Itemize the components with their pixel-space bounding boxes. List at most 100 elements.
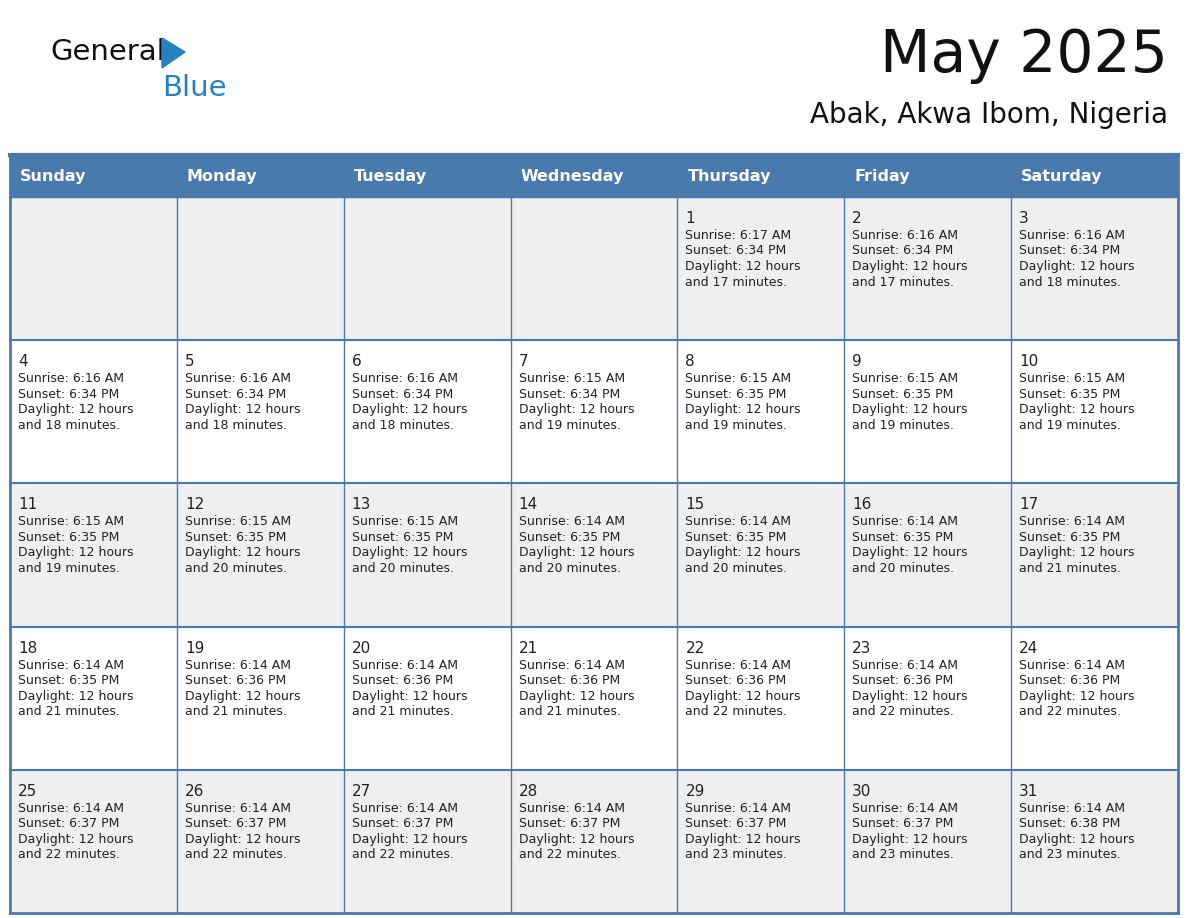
Text: Daylight: 12 hours: Daylight: 12 hours: [18, 403, 133, 416]
Text: Sunrise: 6:14 AM: Sunrise: 6:14 AM: [685, 658, 791, 672]
Text: Daylight: 12 hours: Daylight: 12 hours: [1019, 546, 1135, 559]
Text: and 21 minutes.: and 21 minutes.: [352, 705, 454, 718]
Text: 5: 5: [185, 354, 195, 369]
Text: Sunset: 6:34 PM: Sunset: 6:34 PM: [352, 387, 453, 400]
Text: Sunset: 6:37 PM: Sunset: 6:37 PM: [519, 817, 620, 830]
Text: and 22 minutes.: and 22 minutes.: [1019, 705, 1121, 718]
Text: General: General: [50, 38, 165, 66]
Text: 8: 8: [685, 354, 695, 369]
Text: and 18 minutes.: and 18 minutes.: [1019, 275, 1121, 288]
Text: Sunset: 6:36 PM: Sunset: 6:36 PM: [852, 674, 954, 687]
Text: Friday: Friday: [854, 169, 910, 184]
Text: Daylight: 12 hours: Daylight: 12 hours: [852, 546, 968, 559]
Text: and 17 minutes.: and 17 minutes.: [852, 275, 954, 288]
Bar: [511, 155, 677, 197]
Text: and 20 minutes.: and 20 minutes.: [185, 562, 286, 575]
Text: Sunrise: 6:15 AM: Sunrise: 6:15 AM: [519, 372, 625, 386]
Text: Sunset: 6:35 PM: Sunset: 6:35 PM: [18, 531, 119, 543]
Text: Sunrise: 6:15 AM: Sunrise: 6:15 AM: [685, 372, 791, 386]
Text: 15: 15: [685, 498, 704, 512]
Bar: [343, 155, 511, 197]
Text: and 19 minutes.: and 19 minutes.: [519, 419, 620, 431]
Text: and 22 minutes.: and 22 minutes.: [852, 705, 954, 718]
Text: 31: 31: [1019, 784, 1038, 799]
Text: 6: 6: [352, 354, 361, 369]
Text: 2: 2: [852, 211, 862, 226]
Text: Sunday: Sunday: [20, 169, 87, 184]
Text: Daylight: 12 hours: Daylight: 12 hours: [519, 689, 634, 702]
Bar: [177, 155, 343, 197]
Text: Sunset: 6:34 PM: Sunset: 6:34 PM: [18, 387, 119, 400]
Text: Sunset: 6:35 PM: Sunset: 6:35 PM: [352, 531, 453, 543]
Text: Sunset: 6:36 PM: Sunset: 6:36 PM: [519, 674, 620, 687]
Text: Sunset: 6:36 PM: Sunset: 6:36 PM: [685, 674, 786, 687]
Text: Sunset: 6:34 PM: Sunset: 6:34 PM: [519, 387, 620, 400]
Text: Sunset: 6:37 PM: Sunset: 6:37 PM: [352, 817, 453, 830]
Text: Sunset: 6:34 PM: Sunset: 6:34 PM: [852, 244, 954, 258]
Text: Sunrise: 6:14 AM: Sunrise: 6:14 AM: [852, 515, 959, 529]
Text: Sunrise: 6:16 AM: Sunrise: 6:16 AM: [18, 372, 124, 386]
Text: Daylight: 12 hours: Daylight: 12 hours: [18, 546, 133, 559]
Text: Tuesday: Tuesday: [354, 169, 426, 184]
Text: and 21 minutes.: and 21 minutes.: [18, 705, 120, 718]
Text: Daylight: 12 hours: Daylight: 12 hours: [519, 403, 634, 416]
Text: Sunset: 6:37 PM: Sunset: 6:37 PM: [685, 817, 786, 830]
Text: Sunrise: 6:15 AM: Sunrise: 6:15 AM: [185, 515, 291, 529]
Text: Sunrise: 6:14 AM: Sunrise: 6:14 AM: [185, 801, 291, 815]
Text: Sunrise: 6:15 AM: Sunrise: 6:15 AM: [852, 372, 959, 386]
Text: Daylight: 12 hours: Daylight: 12 hours: [352, 833, 467, 845]
Text: and 22 minutes.: and 22 minutes.: [519, 848, 620, 861]
Text: 11: 11: [18, 498, 37, 512]
Text: 16: 16: [852, 498, 872, 512]
Text: Sunset: 6:37 PM: Sunset: 6:37 PM: [185, 817, 286, 830]
Text: and 22 minutes.: and 22 minutes.: [185, 848, 286, 861]
Text: Daylight: 12 hours: Daylight: 12 hours: [519, 546, 634, 559]
Text: Sunset: 6:35 PM: Sunset: 6:35 PM: [18, 674, 119, 687]
Text: and 22 minutes.: and 22 minutes.: [18, 848, 120, 861]
Text: Sunrise: 6:14 AM: Sunrise: 6:14 AM: [852, 658, 959, 672]
Text: Wednesday: Wednesday: [520, 169, 624, 184]
Text: Daylight: 12 hours: Daylight: 12 hours: [1019, 403, 1135, 416]
Text: Sunset: 6:34 PM: Sunset: 6:34 PM: [1019, 244, 1120, 258]
Text: Sunset: 6:35 PM: Sunset: 6:35 PM: [685, 387, 786, 400]
Text: Sunset: 6:35 PM: Sunset: 6:35 PM: [852, 387, 954, 400]
Text: 26: 26: [185, 784, 204, 799]
Text: Sunset: 6:35 PM: Sunset: 6:35 PM: [1019, 387, 1120, 400]
Text: Sunrise: 6:16 AM: Sunrise: 6:16 AM: [185, 372, 291, 386]
Text: and 23 minutes.: and 23 minutes.: [852, 848, 954, 861]
Text: May 2025: May 2025: [880, 27, 1168, 84]
Text: 20: 20: [352, 641, 371, 655]
Text: 10: 10: [1019, 354, 1038, 369]
Text: Daylight: 12 hours: Daylight: 12 hours: [185, 689, 301, 702]
Text: and 18 minutes.: and 18 minutes.: [185, 419, 286, 431]
Text: and 19 minutes.: and 19 minutes.: [18, 562, 120, 575]
Text: Sunrise: 6:14 AM: Sunrise: 6:14 AM: [852, 801, 959, 815]
Bar: [10, 484, 1178, 627]
Text: Daylight: 12 hours: Daylight: 12 hours: [519, 833, 634, 845]
Text: Sunset: 6:38 PM: Sunset: 6:38 PM: [1019, 817, 1120, 830]
Text: and 19 minutes.: and 19 minutes.: [685, 419, 788, 431]
Text: and 19 minutes.: and 19 minutes.: [852, 419, 954, 431]
Text: Sunrise: 6:14 AM: Sunrise: 6:14 AM: [185, 658, 291, 672]
Bar: [10, 155, 177, 197]
Text: and 18 minutes.: and 18 minutes.: [18, 419, 120, 431]
Text: 1: 1: [685, 211, 695, 226]
Text: 28: 28: [519, 784, 538, 799]
Text: Daylight: 12 hours: Daylight: 12 hours: [852, 403, 968, 416]
Text: Daylight: 12 hours: Daylight: 12 hours: [1019, 689, 1135, 702]
Text: 21: 21: [519, 641, 538, 655]
Text: Saturday: Saturday: [1022, 169, 1102, 184]
Text: Sunset: 6:36 PM: Sunset: 6:36 PM: [1019, 674, 1120, 687]
Bar: [1011, 155, 1178, 197]
Text: 13: 13: [352, 498, 371, 512]
Text: and 20 minutes.: and 20 minutes.: [352, 562, 454, 575]
Text: 22: 22: [685, 641, 704, 655]
Text: and 23 minutes.: and 23 minutes.: [685, 848, 788, 861]
Text: 3: 3: [1019, 211, 1029, 226]
Text: Sunrise: 6:14 AM: Sunrise: 6:14 AM: [519, 658, 625, 672]
Text: Sunset: 6:37 PM: Sunset: 6:37 PM: [852, 817, 954, 830]
Text: Sunrise: 6:14 AM: Sunrise: 6:14 AM: [18, 658, 124, 672]
Text: and 21 minutes.: and 21 minutes.: [1019, 562, 1121, 575]
Text: Sunset: 6:35 PM: Sunset: 6:35 PM: [185, 531, 286, 543]
Text: 19: 19: [185, 641, 204, 655]
